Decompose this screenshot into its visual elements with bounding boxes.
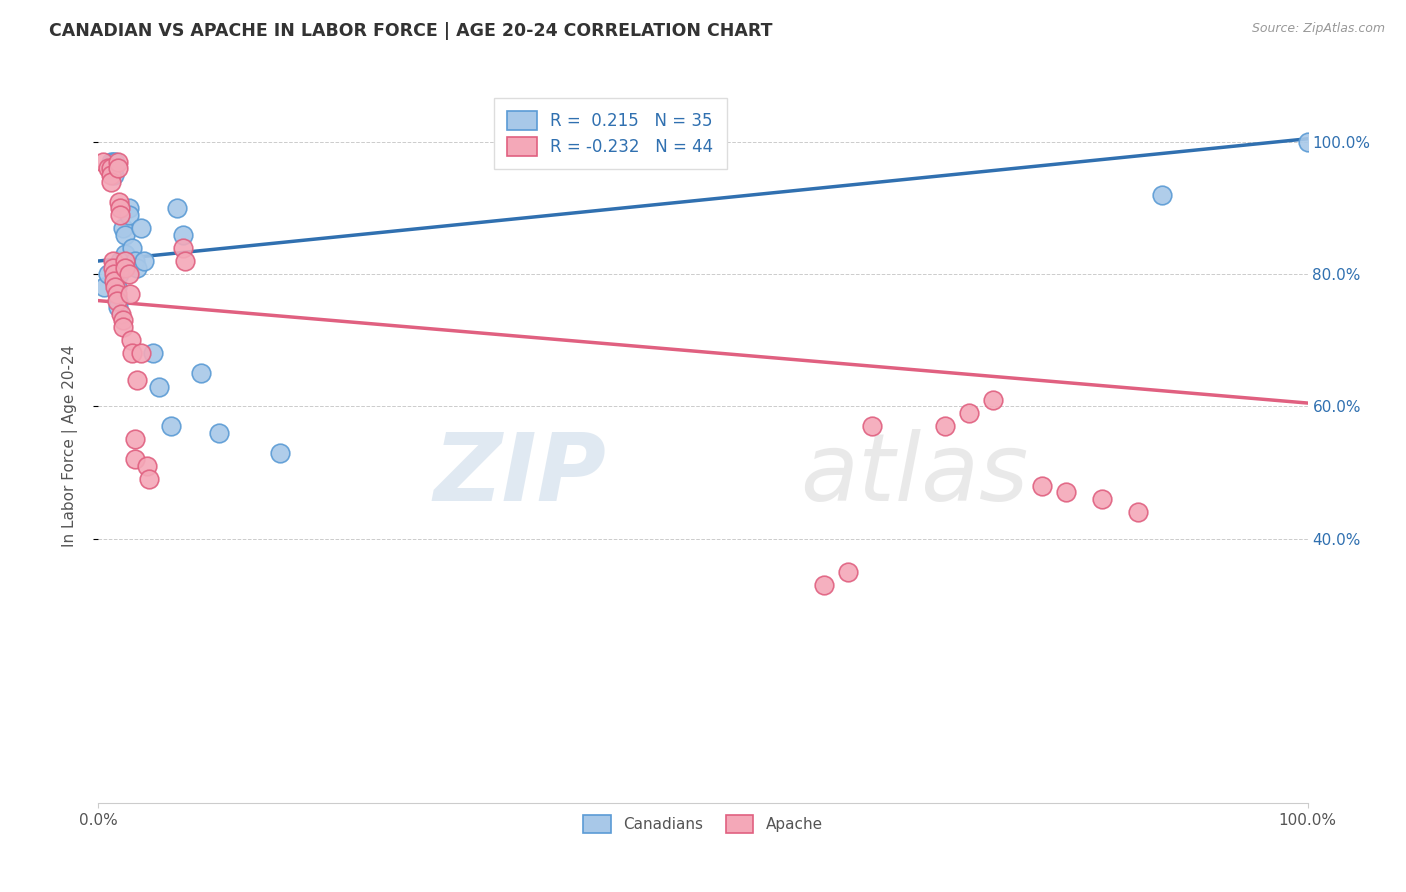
Point	[97, 161, 120, 176]
Point	[957, 406, 980, 420]
Point	[114, 260, 136, 275]
Point	[105, 280, 128, 294]
Legend: Canadians, Apache: Canadians, Apache	[571, 803, 835, 845]
Point	[101, 254, 124, 268]
Point	[107, 154, 129, 169]
Point	[1091, 491, 1114, 506]
Point	[108, 208, 131, 222]
Point	[118, 208, 141, 222]
Point	[100, 175, 122, 189]
Point	[120, 333, 142, 347]
Point	[100, 154, 122, 169]
Point	[129, 346, 152, 360]
Point	[103, 168, 125, 182]
Point	[103, 161, 125, 176]
Point	[114, 254, 136, 268]
Point	[108, 260, 131, 275]
Point	[111, 320, 134, 334]
Point	[138, 472, 160, 486]
Point	[166, 201, 188, 215]
Point	[134, 254, 156, 268]
Point	[104, 280, 127, 294]
Point	[160, 419, 183, 434]
Point	[118, 201, 141, 215]
Point	[172, 241, 194, 255]
Point	[91, 154, 114, 169]
Point	[105, 287, 128, 301]
Point	[813, 578, 835, 592]
Point	[114, 247, 136, 261]
Point	[101, 154, 124, 169]
Point	[105, 293, 128, 308]
Point	[100, 168, 122, 182]
Point	[114, 227, 136, 242]
Text: atlas: atlas	[800, 429, 1028, 520]
Point	[101, 260, 124, 275]
Point	[111, 221, 134, 235]
Text: CANADIAN VS APACHE IN LABOR FORCE | AGE 20-24 CORRELATION CHART: CANADIAN VS APACHE IN LABOR FORCE | AGE …	[49, 22, 773, 40]
Point	[108, 267, 131, 281]
Point	[121, 346, 143, 360]
Point	[124, 433, 146, 447]
Point	[111, 313, 134, 327]
Point	[118, 267, 141, 281]
Text: Source: ZipAtlas.com: Source: ZipAtlas.com	[1251, 22, 1385, 36]
Point	[135, 458, 157, 473]
Point	[148, 379, 170, 393]
Point	[1128, 505, 1150, 519]
Point	[190, 367, 212, 381]
Point	[124, 452, 146, 467]
Text: ZIP: ZIP	[433, 428, 606, 521]
Point	[1054, 485, 1077, 500]
Point	[108, 194, 131, 209]
Point	[837, 565, 859, 579]
Point	[104, 154, 127, 169]
Point	[1296, 135, 1319, 149]
Point	[208, 425, 231, 440]
Point	[107, 161, 129, 176]
Point	[981, 392, 1004, 407]
Point	[108, 201, 131, 215]
Point	[97, 267, 120, 281]
Point	[121, 241, 143, 255]
Point	[110, 307, 132, 321]
Point	[1152, 188, 1174, 202]
Point	[860, 419, 883, 434]
Point	[103, 274, 125, 288]
Point	[100, 161, 122, 176]
Point	[101, 161, 124, 176]
Point	[100, 161, 122, 176]
Point	[124, 254, 146, 268]
Point	[129, 221, 152, 235]
Point	[1031, 478, 1053, 492]
Point	[174, 254, 197, 268]
Point	[127, 260, 149, 275]
Point	[107, 300, 129, 314]
Point	[172, 227, 194, 242]
Point	[93, 280, 115, 294]
Point	[107, 293, 129, 308]
Y-axis label: In Labor Force | Age 20-24: In Labor Force | Age 20-24	[62, 345, 77, 547]
Point	[108, 254, 131, 268]
Point	[934, 419, 956, 434]
Point	[269, 445, 291, 459]
Point	[118, 287, 141, 301]
Point	[103, 267, 125, 281]
Point	[142, 346, 165, 360]
Point	[127, 373, 149, 387]
